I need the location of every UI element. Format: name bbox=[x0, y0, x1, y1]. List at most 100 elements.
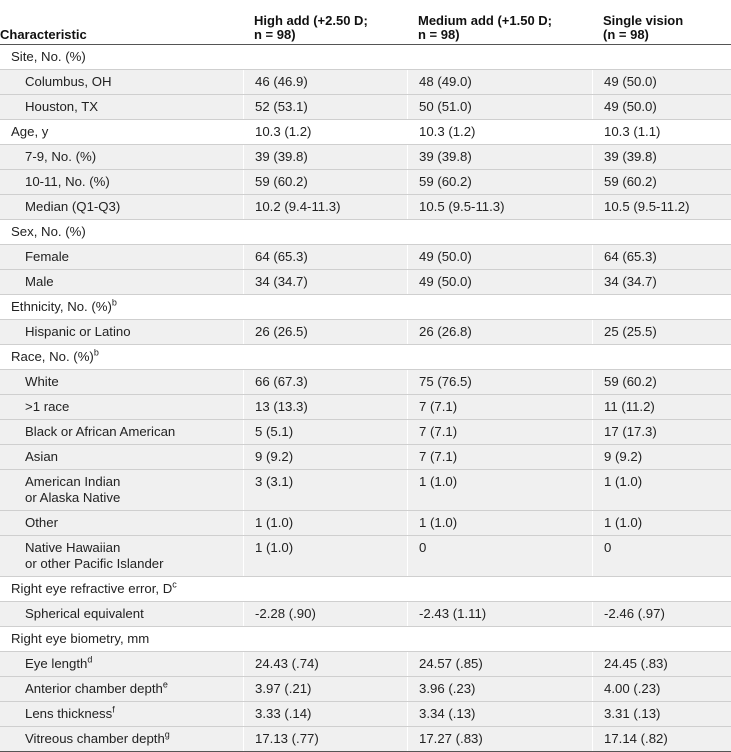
row-label: Other bbox=[25, 515, 58, 530]
table-row: Female 64 (65.3) 49 (50.0) 64 (65.3) bbox=[0, 244, 731, 269]
row-value: 9 (9.2) bbox=[243, 445, 407, 469]
row-label: Anterior chamber depthe bbox=[25, 679, 168, 696]
row-label: Sex, No. (%) bbox=[11, 224, 86, 239]
row-value bbox=[407, 627, 592, 651]
table-row: Other 1 (1.0) 1 (1.0) 1 (1.0) bbox=[0, 510, 731, 535]
row-value: 39 (39.8) bbox=[243, 145, 407, 169]
row-label: Right eye biometry, mm bbox=[11, 631, 150, 646]
table-row: American Indian or Alaska Native 3 (3.1) 1 … bbox=[0, 469, 731, 510]
row-label: Ethnicity, No. (%)b bbox=[11, 297, 117, 314]
section-row: Sex, No. (%) bbox=[0, 219, 731, 244]
row-value: 5 (5.1) bbox=[243, 420, 407, 444]
row-value: 48 (49.0) bbox=[407, 70, 592, 94]
row-label: 10-11, No. (%) bbox=[25, 174, 110, 189]
row-label: White bbox=[25, 374, 59, 389]
row-label: 7-9, No. (%) bbox=[25, 149, 97, 164]
row-value: 24.57 (.85) bbox=[407, 652, 592, 676]
footnote-marker: g bbox=[164, 729, 170, 740]
row-value: 7 (7.1) bbox=[407, 395, 592, 419]
row-value bbox=[407, 220, 592, 244]
row-value: 46 (46.9) bbox=[243, 70, 407, 94]
row-value: 39 (39.8) bbox=[407, 145, 592, 169]
row-label: Houston, TX bbox=[25, 99, 99, 114]
table-header: Characteristic High add (+2.50 D; n = 98)… bbox=[0, 0, 731, 45]
table-row: Hispanic or Latino 26 (26.5) 26 (26.8) 25 (… bbox=[0, 319, 731, 344]
row-label: Native Hawaiian or other Pacific Islander bbox=[25, 540, 164, 571]
row-value: 59 (60.2) bbox=[592, 370, 731, 394]
row-value: 10.5 (9.5-11.3) bbox=[407, 195, 592, 219]
row-value: -2.28 (.90) bbox=[243, 602, 407, 626]
header-high-add: High add (+2.50 D; n = 98) bbox=[254, 13, 368, 42]
row-label: Right eye refractive error, Dc bbox=[11, 579, 177, 596]
row-value: 25 (25.5) bbox=[592, 320, 731, 344]
table-row: Spherical equivalent -2.28 (.90) -2.43 (1.… bbox=[0, 601, 731, 626]
row-label: Race, No. (%)b bbox=[11, 347, 99, 364]
row-label: Male bbox=[25, 274, 54, 289]
row-label: Asian bbox=[25, 449, 58, 464]
row-value: 3 (3.1) bbox=[243, 470, 407, 510]
table-row: Vitreous chamber depthg 17.13 (.77) 17.27 … bbox=[0, 726, 731, 751]
table-row: Eye lengthd 24.43 (.74) 24.57 (.85) 24.45 (… bbox=[0, 651, 731, 676]
table-row: 7-9, No. (%) 39 (39.8) 39 (39.8) 39 (39.8) bbox=[0, 144, 731, 169]
footnote-marker: e bbox=[162, 679, 168, 690]
row-label: American Indian or Alaska Native bbox=[25, 474, 121, 505]
row-value: 24.43 (.74) bbox=[243, 652, 407, 676]
table-row: Lens thicknessf 3.33 (.14) 3.34 (.13) 3.31 … bbox=[0, 701, 731, 726]
section-row: Ethnicity, No. (%)b bbox=[0, 294, 731, 319]
header-medium-add: Medium add (+1.50 D; n = 98) bbox=[418, 13, 552, 42]
row-value: 11 (11.2) bbox=[592, 395, 731, 419]
row-label: Eye lengthd bbox=[25, 654, 93, 671]
row-value bbox=[592, 295, 731, 319]
table-row: Male 34 (34.7) 49 (50.0) 34 (34.7) bbox=[0, 269, 731, 294]
row-value: 34 (34.7) bbox=[592, 270, 731, 294]
row-value: 7 (7.1) bbox=[407, 445, 592, 469]
row-label: Age, y bbox=[11, 124, 49, 139]
row-value bbox=[407, 45, 592, 69]
row-value bbox=[407, 345, 592, 369]
row-value: 17.27 (.83) bbox=[407, 727, 592, 751]
row-value bbox=[592, 345, 731, 369]
row-value: 49 (50.0) bbox=[407, 245, 592, 269]
table-row: >1 race 13 (13.3) 7 (7.1) 11 (11.2) bbox=[0, 394, 731, 419]
row-value: 26 (26.8) bbox=[407, 320, 592, 344]
table-row: Houston, TX 52 (53.1) 50 (51.0) 49 (50.0) bbox=[0, 94, 731, 119]
row-value: 17 (17.3) bbox=[592, 420, 731, 444]
header-characteristic: Characteristic bbox=[0, 27, 87, 42]
section-row: Right eye refractive error, Dc bbox=[0, 576, 731, 601]
row-value: 75 (76.5) bbox=[407, 370, 592, 394]
table-row: Black or African American 5 (5.1) 7 (7.1) 1… bbox=[0, 419, 731, 444]
table-row: 10-11, No. (%) 59 (60.2) 59 (60.2) 59 (60.2… bbox=[0, 169, 731, 194]
row-value: 34 (34.7) bbox=[243, 270, 407, 294]
row-value: 17.13 (.77) bbox=[243, 727, 407, 751]
row-value: 26 (26.5) bbox=[243, 320, 407, 344]
section-row: Site, No. (%) bbox=[0, 45, 731, 69]
row-label: Lens thicknessf bbox=[25, 704, 115, 721]
row-value: 49 (50.0) bbox=[592, 95, 731, 119]
row-value: 1 (1.0) bbox=[243, 536, 407, 576]
footnote-marker: d bbox=[87, 654, 93, 665]
table-row: Native Hawaiian or other Pacific Islander… bbox=[0, 535, 731, 576]
row-value: 66 (67.3) bbox=[243, 370, 407, 394]
row-value: 10.3 (1.1) bbox=[592, 120, 731, 144]
row-label: Black or African American bbox=[25, 424, 176, 439]
footnote-marker: b bbox=[93, 347, 99, 358]
row-label: Hispanic or Latino bbox=[25, 324, 131, 339]
table-row: Median (Q1-Q3) 10.2 (9.4-11.3) 10.5 (9.5-1… bbox=[0, 194, 731, 219]
row-value: 52 (53.1) bbox=[243, 95, 407, 119]
row-value: 1 (1.0) bbox=[407, 511, 592, 535]
row-value: -2.46 (.97) bbox=[592, 602, 731, 626]
section-row: Age, y 10.3 (1.2) 10.3 (1.2) 10.3 (1.1) bbox=[0, 119, 731, 144]
row-value: 64 (65.3) bbox=[592, 245, 731, 269]
row-label: Site, No. (%) bbox=[11, 49, 86, 64]
row-value: 1 (1.0) bbox=[243, 511, 407, 535]
row-value: 9 (9.2) bbox=[592, 445, 731, 469]
row-value bbox=[243, 220, 407, 244]
footnote-marker: f bbox=[112, 704, 115, 715]
row-label: Spherical equivalent bbox=[25, 606, 144, 621]
row-value bbox=[592, 220, 731, 244]
row-value: 13 (13.3) bbox=[243, 395, 407, 419]
row-value: 3.96 (.23) bbox=[407, 677, 592, 701]
row-label: >1 race bbox=[25, 399, 70, 414]
row-value: 7 (7.1) bbox=[407, 420, 592, 444]
